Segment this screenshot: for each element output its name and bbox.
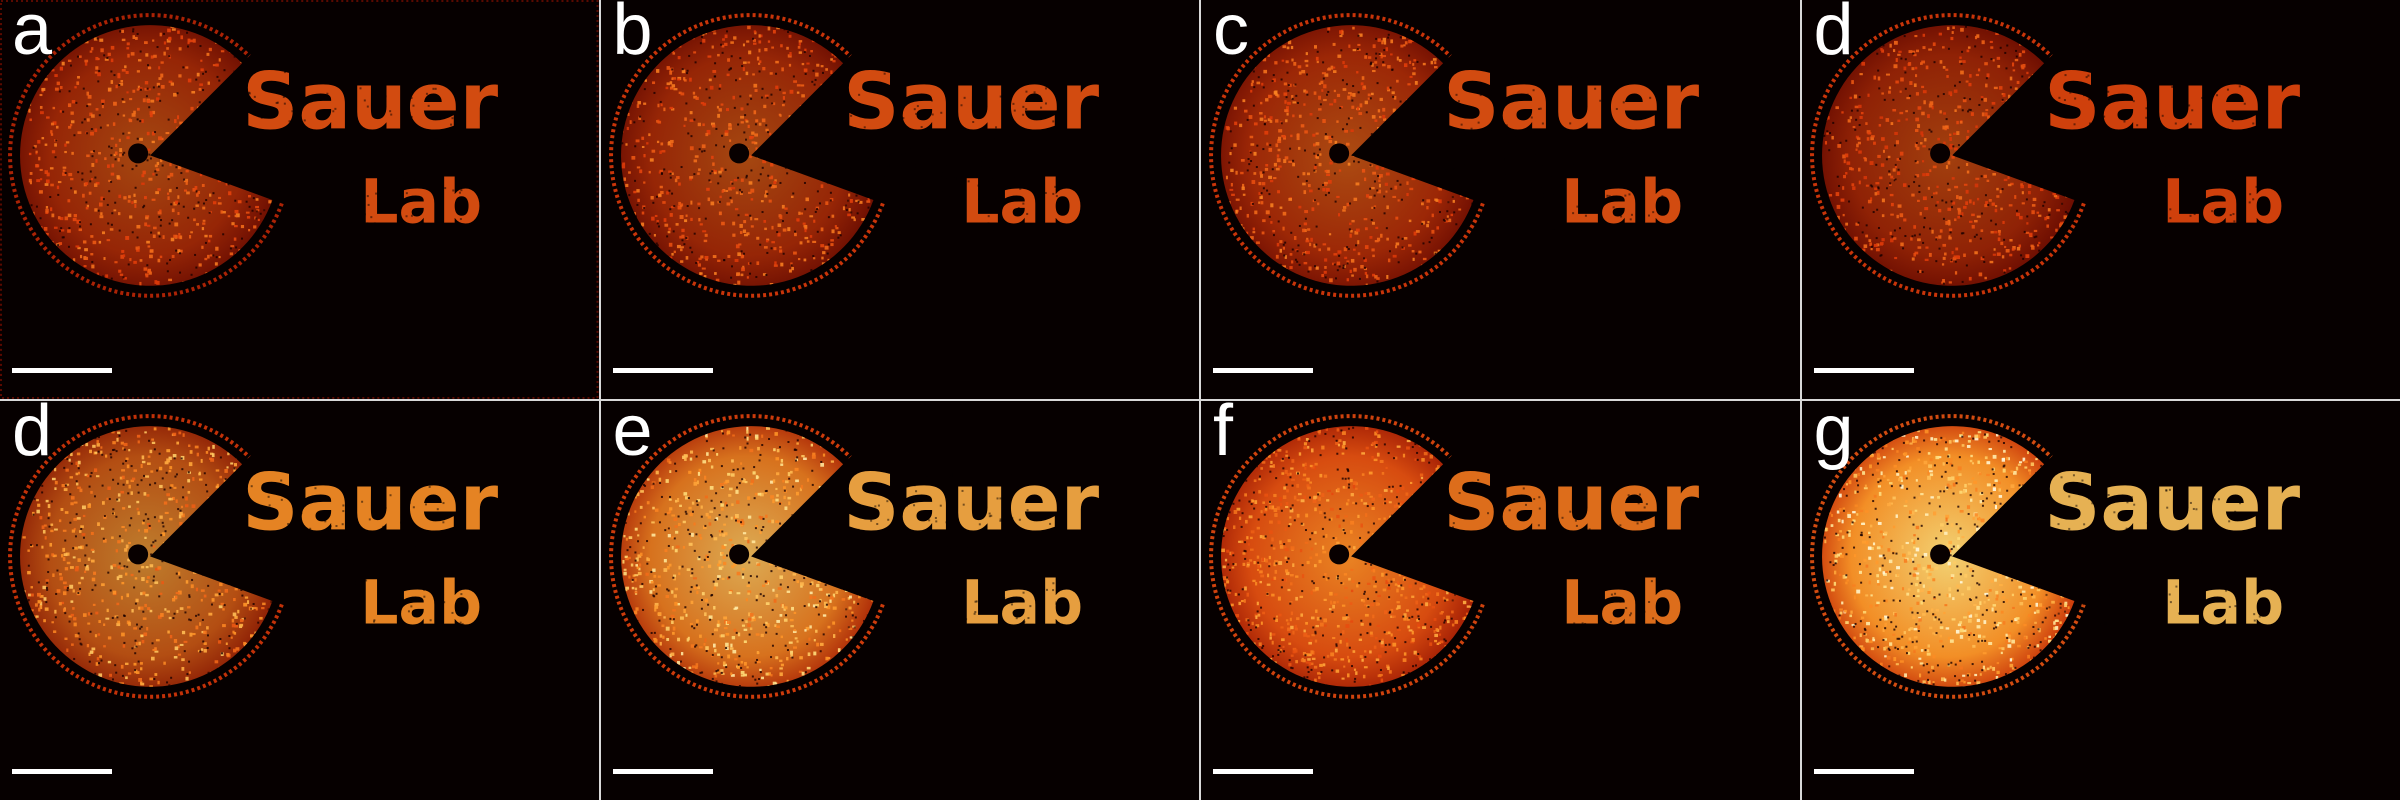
panel-b: Sauer Lab b [600,0,1199,399]
micrograph-image: Sauer Lab [1801,0,2400,399]
logo-word-sauer: Sauer [1443,457,1699,548]
logo-word-sauer: Sauer [242,457,498,548]
logo-word-lab: Lab [2162,168,2284,238]
scale-bar [1213,368,1313,373]
micrograph-image: Sauer Lab [600,0,1199,399]
logo-word-sauer: Sauer [242,56,498,147]
micrograph-image: Sauer Lab [1201,401,1800,800]
panel-a: Sauer Lab a [0,0,599,399]
logo-word-lab: Lab [2162,569,2284,639]
micrograph-image: Sauer Lab [1801,401,2400,800]
scale-bar [12,769,112,774]
panel-label: d [1813,0,1854,70]
panel-label: d [12,401,53,471]
panel-label: e [612,401,653,471]
micrograph-image: Sauer Lab [600,401,1199,800]
scale-bar [612,769,713,774]
panel-d-bottom: Sauer Lab d [0,401,599,800]
logo-word-lab: Lab [961,168,1083,238]
panel-g: Sauer Lab g [1801,401,2400,800]
logo-word-lab: Lab [961,569,1083,639]
scale-bar [612,368,713,373]
scale-bar [1213,769,1313,774]
scale-bar [12,368,112,373]
logo-word-sauer: Sauer [843,457,1099,548]
panel-d-top: Sauer Lab d [1801,0,2400,399]
panel-f: Sauer Lab f [1201,401,1800,800]
panel-label: f [1213,401,1234,471]
logo-word-sauer: Sauer [2044,457,2300,548]
panel-label: g [1813,401,1854,471]
micrograph-image: Sauer Lab [0,401,599,800]
micrograph-image: Sauer Lab [1201,0,1800,399]
logo-word-sauer: Sauer [2044,56,2300,147]
panel-label: c [1213,0,1249,70]
scale-bar [1813,368,1914,373]
logo-word-lab: Lab [1561,168,1683,238]
logo-word-sauer: Sauer [1443,56,1699,147]
panel-c: Sauer Lab c [1201,0,1800,399]
logo-word-sauer: Sauer [843,56,1099,147]
logo-word-lab: Lab [360,569,482,639]
logo-word-lab: Lab [1561,569,1683,639]
panel-label: b [612,0,653,70]
panel-e: Sauer Lab e [600,401,1199,800]
panel-label: a [12,0,53,70]
scale-bar [1813,769,1914,774]
